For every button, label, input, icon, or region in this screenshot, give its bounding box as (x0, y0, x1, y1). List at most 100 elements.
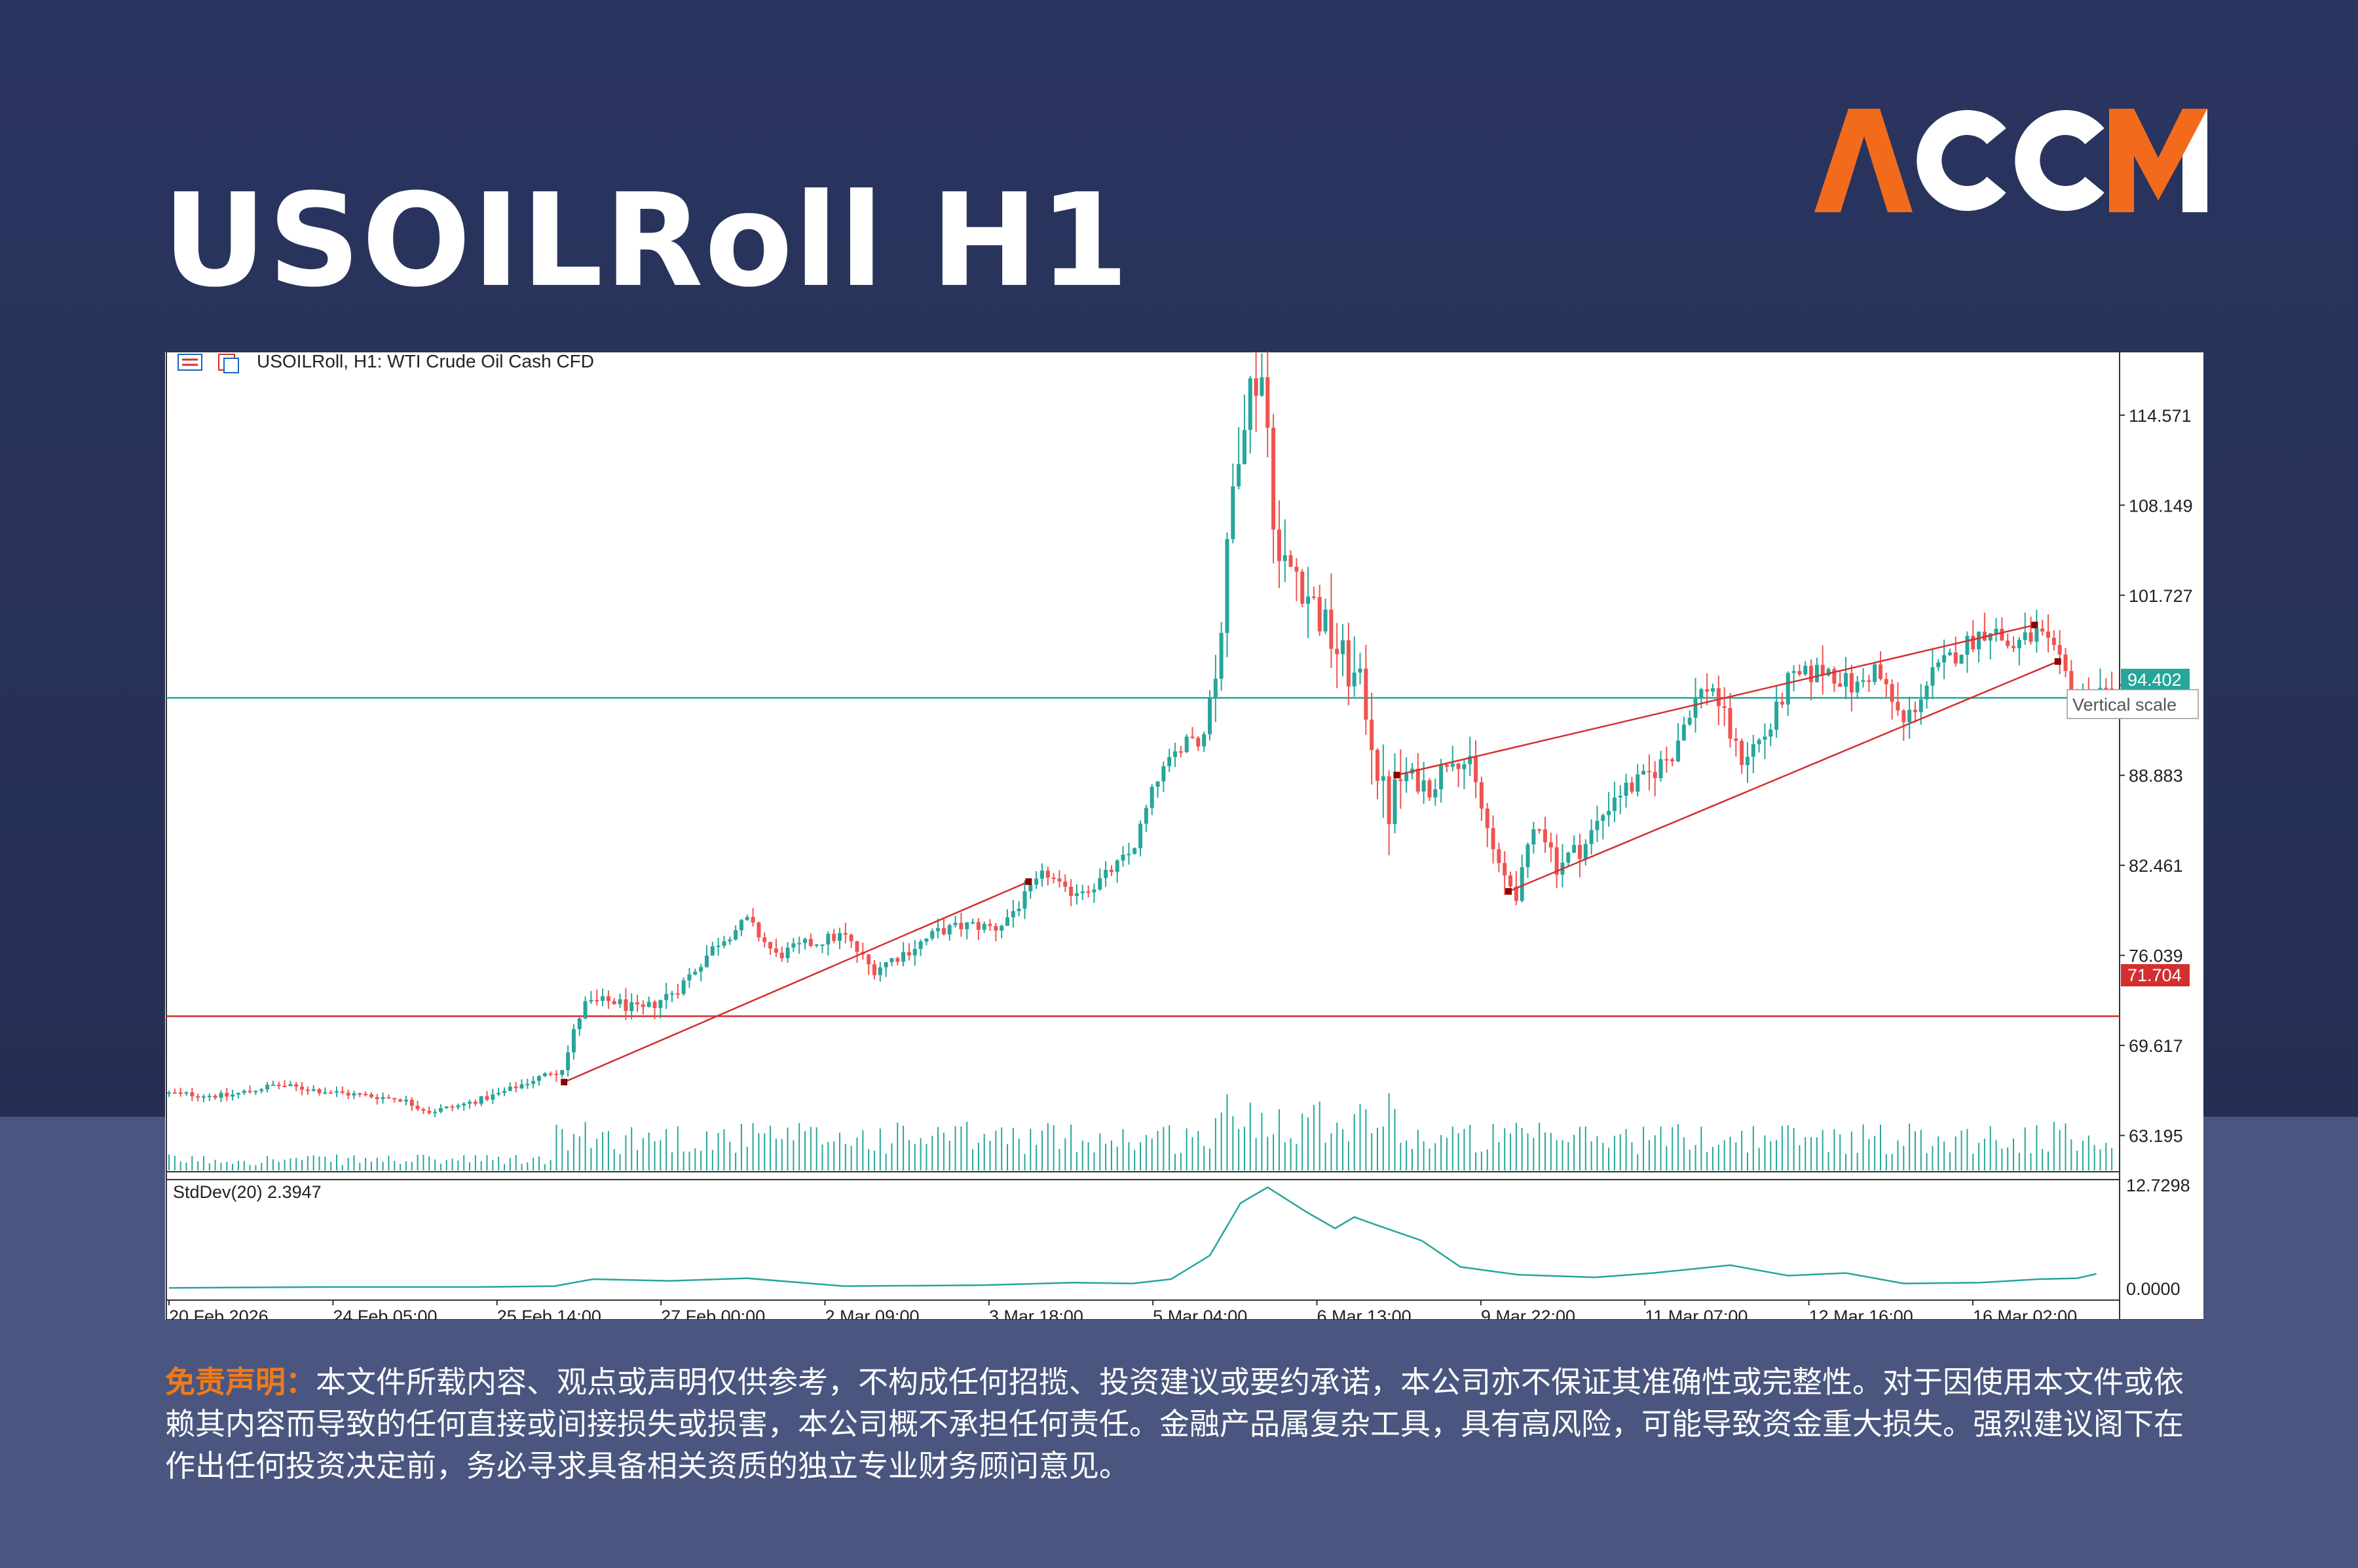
candle-body (1740, 741, 1744, 766)
candle-body (1242, 430, 1246, 464)
candle-body (1953, 652, 1958, 663)
candle-body (1820, 665, 1825, 676)
candle-body (959, 922, 964, 929)
candle-body (1977, 631, 1981, 650)
disclaimer-label: 免责声明： (165, 1364, 316, 1400)
candle-body (1427, 780, 1432, 798)
candle-body (1184, 736, 1189, 752)
candle-body (681, 980, 686, 994)
candle-body (1728, 707, 1732, 739)
candle-body (305, 1089, 310, 1091)
trendlines[interactable] (561, 622, 2061, 1086)
candle-body (184, 1092, 189, 1094)
candle-body (253, 1091, 258, 1092)
stddev-line (168, 1186, 2097, 1289)
candle-body (1786, 673, 1790, 705)
candle-body (1017, 908, 1021, 912)
candle-body (1196, 737, 1201, 747)
candle-body (1370, 719, 1374, 751)
candle-body (2012, 646, 2016, 648)
candle-body (1190, 736, 1195, 738)
candle-body (618, 999, 622, 1005)
candle-body (1653, 772, 1657, 778)
candle-body (1548, 842, 1553, 848)
candle-body (172, 1092, 177, 1094)
candle-body (884, 961, 888, 967)
candle-body (1138, 823, 1143, 849)
candle-body (329, 1092, 333, 1094)
candle-body (381, 1097, 385, 1100)
candle-body (1572, 844, 1577, 853)
candle-body (248, 1091, 252, 1092)
candle-body (1433, 789, 1438, 798)
candle-body (386, 1097, 391, 1099)
candle-body (1942, 655, 1947, 663)
price-tick-label: 114.571 (2129, 406, 2192, 426)
current-price-box (2121, 669, 2190, 691)
candle-body (1260, 377, 1264, 396)
candle-body (1867, 680, 1871, 682)
stddev-indicator (168, 1186, 2097, 1289)
candle-body (1311, 596, 1316, 598)
time-tick-label: 6 Mar 13:00 (1317, 1307, 1412, 1320)
candle-body (1358, 668, 1362, 673)
candle-body (1722, 706, 1727, 708)
disclaimer-text: 本文件所载内容、观点或声明仅供参考，不构成任何招揽、投资建议或要约承诺，本公司亦… (165, 1364, 2184, 1484)
candle-body (190, 1092, 195, 1096)
candle-body (1543, 829, 1547, 842)
candle-body (1751, 744, 1755, 757)
candle-body (369, 1094, 373, 1097)
candle-body (1595, 821, 1600, 831)
candle-body (433, 1111, 438, 1113)
brand-logo-mark (1814, 109, 2207, 212)
candle-body (1601, 815, 1605, 821)
price-chart[interactable]: USOILRoll, H1: WTI Crude Oil Cash CFD 11… (165, 352, 2203, 1320)
candle-body (2069, 671, 2074, 695)
candle-body (1797, 671, 1802, 675)
candle-body (1022, 891, 1027, 909)
candle-body (1497, 849, 1501, 863)
candle-body (1421, 780, 1426, 792)
trendline-anchor (1505, 888, 1512, 895)
candlestick-series (167, 352, 2114, 1117)
volume-bars (168, 1092, 2113, 1170)
chart-header-icons[interactable] (178, 354, 239, 373)
candle-body (213, 1096, 217, 1098)
candle-body (1335, 648, 1339, 654)
candle-body (953, 922, 958, 925)
chart-panel[interactable]: USOILRoll, H1: WTI Crude Oil Cash CFD 11… (165, 352, 2203, 1320)
candle-body (1693, 697, 1698, 718)
candle-body (1971, 635, 1975, 650)
candle-body (1098, 878, 1102, 890)
candle-body (1479, 782, 1484, 809)
candle-body (1039, 870, 1044, 879)
indicator-max-label: 12.7298 (2126, 1176, 2190, 1195)
candle-body (1861, 680, 1865, 682)
candle-body (924, 938, 929, 942)
price-axis-ticks[interactable]: 114.571108.149101.72795.30588.88382.4617… (2120, 406, 2193, 1146)
candle-body (589, 999, 593, 1001)
candle-body (699, 967, 703, 972)
candle-body (398, 1099, 403, 1102)
candle-body (1838, 683, 1843, 687)
candle-body (519, 1084, 524, 1089)
candle-body (392, 1098, 397, 1100)
candle-body (1237, 464, 1241, 487)
candle-body (1618, 795, 1622, 798)
trendline (1508, 660, 2059, 893)
candle-body (629, 1002, 634, 1011)
candle-body (2063, 654, 2068, 671)
candle-body (409, 1100, 414, 1106)
candle-body (1734, 738, 1738, 741)
candle-body (768, 942, 773, 949)
candle-body (1855, 681, 1860, 693)
candle-body (820, 944, 825, 946)
candle-body (2051, 637, 2056, 645)
candle-body (785, 947, 790, 958)
candle-body (1641, 771, 1646, 775)
candle-body (1265, 377, 1270, 428)
candle-body (358, 1093, 362, 1095)
candle-body (178, 1092, 183, 1094)
candle-body (901, 952, 906, 962)
candle-body (571, 1029, 576, 1053)
